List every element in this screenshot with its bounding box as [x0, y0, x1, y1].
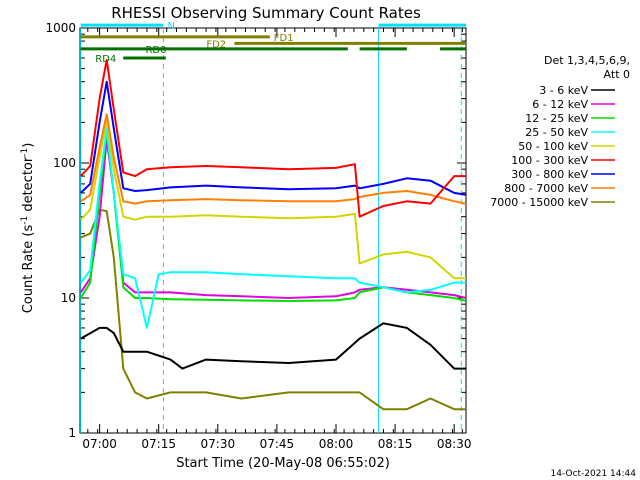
footer-timestamp: 14-Oct-2021 14:44: [551, 469, 637, 479]
x-axis-label: Start Time (20-May-08 06:55:02): [176, 456, 390, 471]
legend-header-line-1: Det 1,3,4,5,6,9,: [544, 54, 630, 67]
legend-label-50-100-kev: 50 - 100 keV: [518, 140, 588, 153]
legend-label-800-7000-kev: 800 - 7000 keV: [504, 182, 588, 195]
series-line-25-50-kev: [79, 127, 466, 329]
legend-label-25-50-kev: 25 - 50 keV: [525, 126, 588, 139]
legend-label-300-800-kev: 300 - 800 keV: [511, 168, 588, 181]
legend-label-100-300-kev: 100 - 300 keV: [511, 154, 588, 167]
x-tick-label: 08:30: [437, 437, 472, 451]
x-tick-label: 07:00: [82, 437, 117, 451]
chart-title: RHESSI Observing Summary Count Rates: [111, 4, 421, 22]
x-tick-label: 07:45: [260, 437, 295, 451]
series-line-800-7000-kev: [80, 113, 467, 205]
plot-area: 1 10 100 1000 07:00 07:15 07:30 07:45 08:00 08:15…: [45, 21, 471, 451]
series-line-3-6-kev: [80, 322, 466, 370]
y-axis-label-main: Count Rate (s: [21, 225, 36, 314]
x-tick-label: 08:15: [378, 437, 413, 451]
legend-label-7000-15000-kev: 7000 - 15000 keV: [490, 196, 588, 209]
state-bar-label-fd1: FD1: [274, 33, 294, 44]
legend-label-6-12-kev: 6 - 12 keV: [532, 98, 588, 111]
state-bar-label-n: N: [167, 21, 174, 32]
series-line-50-100-kev: [79, 118, 466, 280]
legend-label-12-25-kev: 12 - 25 keV: [525, 112, 588, 125]
state-bar-label-fd2: FD2: [206, 39, 226, 50]
y-axis-label-sup1: -1: [20, 216, 30, 225]
y-tick-label: 100: [53, 156, 76, 170]
y-axis-label-mid: detector: [21, 156, 36, 216]
legend-label-3-6-kev: 3 - 6 keV: [539, 84, 588, 97]
y-tick-label: 1: [68, 426, 76, 440]
y-tick-label: 1000: [45, 21, 76, 35]
series-line-7000-15000-kev: [80, 208, 466, 411]
state-bar-label-rd0: RD0: [145, 45, 166, 56]
series-line-100-300-kev: [79, 58, 466, 218]
y-axis-label-end: ): [21, 143, 36, 148]
legend-header-line-2: Att 0: [604, 68, 630, 81]
state-bar-label-rd4: RD4: [95, 54, 116, 65]
x-tick-label: 08:00: [319, 437, 354, 451]
y-tick-label: 10: [61, 291, 76, 305]
x-tick-label: 07:30: [201, 437, 236, 451]
series-line-300-800-kev: [80, 80, 467, 196]
plot-frame: [79, 27, 467, 434]
y-axis-label: Count Rate (s-1 detector-1): [20, 143, 36, 314]
x-tick-label: 07:15: [141, 437, 176, 451]
y-axis-label-sup2: -1: [20, 148, 30, 157]
